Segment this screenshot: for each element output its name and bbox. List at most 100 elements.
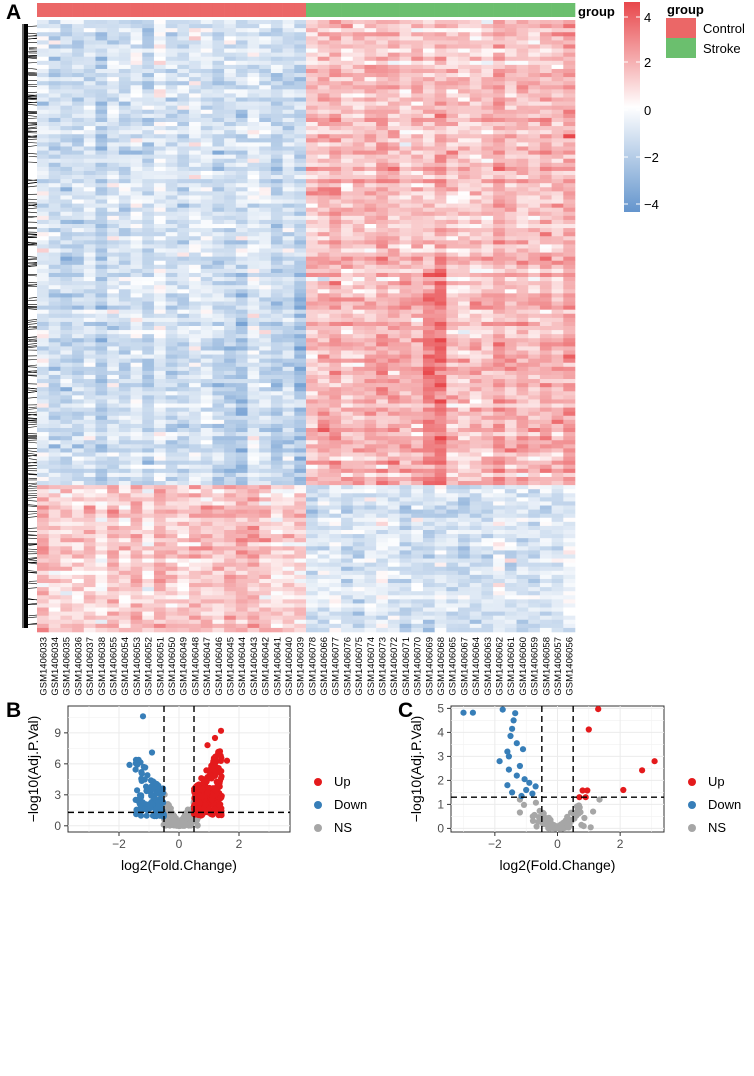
- annotation-cell: [387, 3, 400, 17]
- heatmap-cell: [212, 122, 225, 127]
- heatmap-cell: [341, 415, 354, 421]
- heatmap-cell: [259, 130, 272, 135]
- heatmap-cell: [376, 113, 389, 119]
- heatmap-cell: [282, 36, 295, 41]
- dendrogram-branch: [28, 262, 38, 264]
- heatmap-cell: [306, 20, 318, 25]
- heatmap-cell: [72, 219, 85, 225]
- heatmap-cell: [200, 162, 213, 168]
- heatmap-cell: [446, 195, 459, 200]
- heatmap-cell: [107, 289, 120, 294]
- heatmap-cell: [259, 313, 272, 319]
- heatmap-cell: [446, 211, 459, 217]
- heatmap-cell: [224, 101, 237, 106]
- heatmap-cell: [294, 228, 307, 233]
- heatmap-cell: [294, 338, 307, 343]
- heatmap-cell: [235, 301, 248, 306]
- heatmap-cell: [446, 248, 459, 253]
- heatmap-cell: [364, 395, 377, 400]
- heatmap-cell: [72, 305, 85, 310]
- heatmap-cell: [83, 81, 96, 86]
- heatmap-cell: [72, 277, 85, 282]
- heatmap-cell: [247, 313, 260, 319]
- heatmap-cell: [434, 399, 447, 404]
- heatmap-cell: [259, 48, 272, 53]
- heatmap-cell: [165, 383, 178, 388]
- heatmap-cell: [422, 142, 435, 147]
- heatmap-cell: [306, 326, 318, 331]
- heatmap-cell: [95, 134, 108, 139]
- heatmap-cell: [212, 407, 225, 412]
- heatmap-cell: [317, 162, 330, 168]
- heatmap-cell: [107, 52, 120, 58]
- heatmap-cell: [504, 60, 517, 66]
- heatmap-cell: [563, 256, 576, 262]
- heatmap-cell: [446, 342, 459, 347]
- heatmap-cell: [83, 113, 96, 119]
- heatmap-cell: [306, 411, 318, 417]
- heatmap-cell: [153, 40, 166, 45]
- heatmap-cell: [352, 407, 365, 412]
- dendrogram-branch: [24, 426, 38, 429]
- heatmap-cell: [282, 158, 295, 164]
- heatmap-cell: [528, 264, 541, 270]
- heatmap-cell: [95, 89, 108, 94]
- heatmap-cell: [95, 338, 108, 343]
- heatmap-cell: [153, 117, 166, 123]
- heatmap-cell: [165, 28, 178, 33]
- heatmap-cell: [411, 423, 424, 429]
- heatmap-cell: [60, 374, 73, 380]
- heatmap-cell: [563, 330, 576, 335]
- heatmap-cell: [422, 264, 435, 270]
- heatmap-cell: [387, 68, 400, 74]
- heatmap-cell: [387, 297, 400, 302]
- heatmap-cell: [364, 317, 377, 323]
- heatmap-cell: [504, 150, 517, 155]
- heatmap-cell: [551, 277, 564, 282]
- heatmap-cell: [434, 195, 447, 200]
- heatmap-cell: [352, 187, 365, 192]
- heatmap-cell: [387, 403, 400, 408]
- heatmap-cell: [212, 68, 225, 74]
- heatmap-cell: [341, 374, 354, 380]
- heatmap-cell: [528, 179, 541, 184]
- heatmap-cell: [364, 415, 377, 421]
- heatmap-cell: [107, 40, 120, 45]
- heatmap-cell: [364, 301, 377, 306]
- heatmap-cell: [376, 32, 389, 37]
- heatmap-cell: [48, 248, 61, 253]
- heatmap-cell: [224, 334, 237, 339]
- heatmap-cell: [165, 56, 178, 62]
- heatmap-cell: [189, 415, 202, 421]
- heatmap-cell: [446, 423, 459, 429]
- heatmap-row: [37, 407, 576, 412]
- heatmap-cell: [341, 383, 354, 388]
- heatmap-cell: [142, 191, 155, 196]
- heatmap-cell: [270, 407, 283, 412]
- heatmap-cell: [306, 309, 318, 315]
- heatmap-cell: [387, 175, 400, 180]
- heatmap-cell: [434, 293, 447, 298]
- heatmap-cell: [48, 32, 61, 37]
- heatmap-cell: [235, 73, 248, 78]
- heatmap-cell: [528, 64, 541, 70]
- heatmap-cell: [341, 277, 354, 282]
- heatmap-cell: [165, 89, 178, 94]
- heatmap-cell: [212, 289, 225, 294]
- heatmap-cell: [493, 81, 506, 86]
- heatmap-cell: [130, 101, 143, 106]
- heatmap-cell: [118, 383, 131, 388]
- heatmap-cell: [224, 268, 237, 274]
- heatmap-cell: [469, 44, 482, 49]
- heatmap-cell: [504, 260, 517, 266]
- heatmap-cell: [504, 334, 517, 339]
- heatmap-cell: [458, 423, 471, 429]
- heatmap-cell: [481, 305, 494, 310]
- heatmap-cell: [458, 354, 471, 359]
- heatmap-cell: [247, 374, 260, 380]
- heatmap-cell: [177, 20, 190, 25]
- heatmap-cell: [458, 56, 471, 62]
- heatmap-cell: [376, 285, 389, 290]
- heatmap-cell: [458, 374, 471, 380]
- heatmap-cell: [493, 423, 506, 429]
